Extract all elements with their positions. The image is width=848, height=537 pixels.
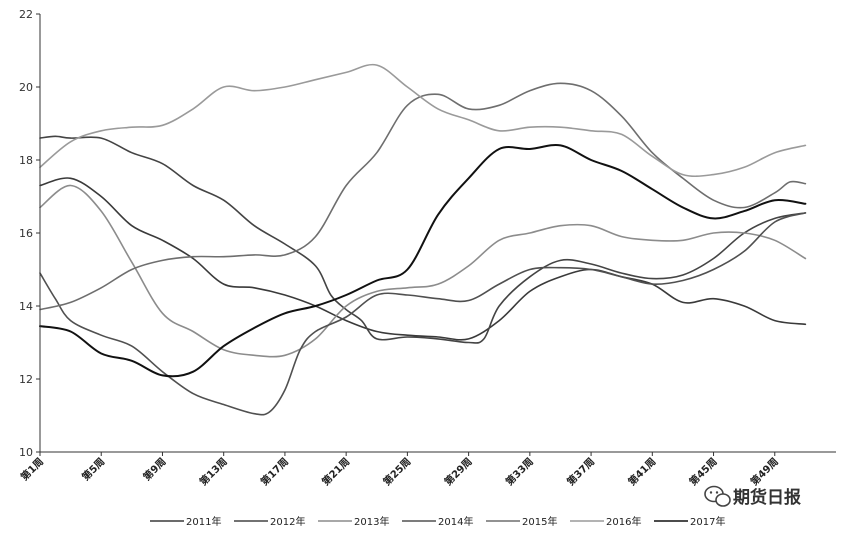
x-tick-label: 第33周	[503, 455, 536, 488]
series-line-2011年	[39, 177, 807, 341]
x-tick-label: 第37周	[564, 455, 597, 488]
y-tick-label: 12	[19, 373, 33, 386]
x-tick-label: 第13周	[197, 455, 230, 488]
axes: 10121416182022第1周 第5周 第9周 第13周 第17周 第21周 第25周第…	[18, 8, 836, 488]
legend-label: 2011年	[186, 515, 221, 528]
x-tick-label: 第17周	[258, 455, 291, 488]
y-tick-label: 14	[19, 300, 33, 313]
legend-label: 2013年	[354, 515, 389, 528]
x-tick-label: 第49周	[748, 455, 781, 488]
x-tick-label: 第45周	[686, 455, 719, 488]
plot-area	[39, 63, 807, 416]
legend: 2011年 2012年 2013年 2014年 2015年 2016年 2017年	[150, 515, 725, 528]
series-line-2014年	[39, 212, 807, 416]
legend-label: 2015年	[522, 515, 557, 528]
series-line-2012年	[39, 135, 807, 344]
x-tick-label: 第5周	[79, 455, 107, 483]
watermark-text: 期货日报	[733, 487, 801, 508]
legend-label: 2014年	[438, 515, 473, 528]
series-line-2016年	[39, 63, 807, 178]
x-tick-label: 第29周	[442, 455, 475, 488]
y-tick-label: 20	[19, 81, 33, 94]
wechat-icon	[704, 485, 731, 507]
series-line-2015年	[39, 82, 807, 311]
series-line-2013年	[39, 184, 807, 358]
x-tick-label: 第21周	[319, 455, 352, 488]
series-line-2017年	[39, 144, 807, 378]
y-tick-label: 10	[19, 446, 33, 459]
x-tick-label: 第25周	[380, 455, 413, 488]
y-tick-label: 18	[19, 154, 33, 167]
x-tick-label: 第9周	[140, 455, 168, 483]
x-tick-label: 第41周	[625, 455, 658, 488]
y-tick-label: 16	[19, 227, 33, 240]
legend-label: 2016年	[606, 515, 641, 528]
x-tick-label: 第1周	[18, 455, 46, 483]
y-tick-label: 22	[19, 8, 33, 21]
legend-label: 2017年	[690, 515, 725, 528]
watermark: 期货日报	[704, 485, 801, 508]
legend-label: 2012年	[270, 515, 305, 528]
